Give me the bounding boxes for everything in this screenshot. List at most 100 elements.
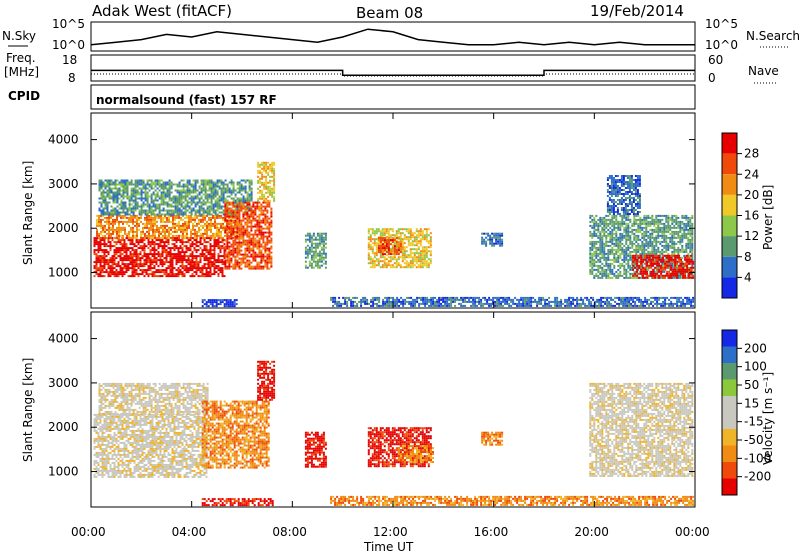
heatmap-cell xyxy=(105,214,107,216)
heatmap-cell xyxy=(154,271,156,273)
heatmap-cell xyxy=(305,249,307,251)
heatmap-cell xyxy=(128,217,130,219)
heatmap-cell xyxy=(191,186,193,188)
heatmap-cell xyxy=(111,196,113,198)
heatmap-cell xyxy=(623,255,625,257)
heatmap-cell xyxy=(170,233,172,235)
heatmap-cell xyxy=(213,208,215,210)
heatmap-cell xyxy=(256,202,258,204)
heatmap-cell xyxy=(238,240,240,242)
heatmap-cell xyxy=(424,250,426,252)
heatmap-cell xyxy=(264,210,266,212)
heatmap-cell xyxy=(145,188,147,190)
heatmap-cell xyxy=(201,180,203,182)
heatmap-cell xyxy=(627,245,629,247)
heatmap-cell xyxy=(185,184,187,186)
heatmap-cell xyxy=(110,227,112,229)
heatmap-cell xyxy=(368,230,370,232)
heatmap-cell xyxy=(240,226,242,228)
heatmap-cell xyxy=(161,194,163,196)
heatmap-cell xyxy=(388,264,390,266)
heatmap-cell xyxy=(152,261,154,263)
heatmap-cell xyxy=(589,249,591,251)
heatmap-cell xyxy=(368,258,370,260)
heatmap-cell xyxy=(260,258,262,260)
heatmap-cell xyxy=(232,248,234,250)
heatmap-cell xyxy=(169,194,171,196)
heatmap-cell xyxy=(176,241,178,243)
heatmap-cell xyxy=(166,259,168,261)
heatmap-cell xyxy=(248,220,250,222)
heatmap-cell xyxy=(162,219,164,221)
heatmap-cell xyxy=(108,271,110,273)
heatmap-cell xyxy=(619,267,621,269)
heatmap-cell xyxy=(98,267,100,269)
heatmap-cell xyxy=(615,215,617,217)
heatmap-cell xyxy=(229,196,231,198)
heatmap-cell xyxy=(611,241,613,243)
heatmap-cell xyxy=(605,257,607,259)
heatmap-cell xyxy=(148,265,150,267)
heatmap-cell xyxy=(653,221,655,223)
heatmap-cell xyxy=(501,245,503,247)
heatmap-cell xyxy=(208,249,210,251)
heatmap-cell xyxy=(262,236,264,238)
heatmap-cell xyxy=(249,198,251,200)
heatmap-cell xyxy=(258,216,260,218)
heatmap-cell xyxy=(119,194,121,196)
heatmap-cell xyxy=(428,264,430,266)
heatmap-cell xyxy=(651,231,653,233)
heatmap-cell xyxy=(145,204,147,206)
heatmap-cell xyxy=(609,263,611,265)
heatmap-cell xyxy=(106,221,108,223)
heatmap-cell xyxy=(113,184,115,186)
heatmap-cell xyxy=(119,188,121,190)
heatmap-cell xyxy=(152,221,154,223)
heatmap-cell xyxy=(410,230,412,232)
heatmap-cell xyxy=(317,265,319,267)
heatmap-cell xyxy=(179,182,181,184)
heatmap-cell xyxy=(311,265,313,267)
heatmap-cell xyxy=(232,250,234,252)
heatmap-cell xyxy=(631,241,633,243)
heatmap-cell xyxy=(158,229,160,231)
heatmap-cell xyxy=(619,273,621,275)
heatmap-cell xyxy=(228,248,230,250)
heatmap-cell xyxy=(220,225,222,227)
heatmap-cell xyxy=(188,261,190,263)
heatmap-cell xyxy=(130,253,132,255)
heatmap-cell xyxy=(228,222,230,224)
heatmap-cell xyxy=(202,255,204,257)
heatmap-cell xyxy=(176,259,178,261)
heatmap-cell xyxy=(142,247,144,249)
heatmap-cell xyxy=(168,253,170,255)
heatmap-cell xyxy=(589,255,591,257)
heatmap-cell xyxy=(266,216,268,218)
heatmap-cell xyxy=(388,256,390,258)
heatmap-cell xyxy=(611,269,613,271)
noise-left-tick-bottom: 10^0 xyxy=(52,38,85,52)
heatmap-cell xyxy=(233,190,235,192)
heatmap-cell xyxy=(120,241,122,243)
heatmap-cell xyxy=(215,184,217,186)
heatmap-cell xyxy=(98,233,100,235)
heatmap-cell xyxy=(122,275,124,277)
heatmap-cell xyxy=(168,231,170,233)
heatmap-cell xyxy=(665,237,667,239)
heatmap-cell xyxy=(655,237,657,239)
heatmap-cell xyxy=(164,247,166,249)
heatmap-cell xyxy=(627,263,629,265)
heatmap-cell xyxy=(394,234,396,236)
heatmap-cell xyxy=(420,260,422,262)
heatmap-cell xyxy=(112,231,114,233)
heatmap-cell xyxy=(240,206,242,208)
heatmap-cell xyxy=(197,202,199,204)
heatmap-cell xyxy=(611,243,613,245)
heatmap-cell xyxy=(182,229,184,231)
heatmap-cell xyxy=(657,233,659,235)
heatmap-cell xyxy=(110,267,112,269)
heatmap-cell xyxy=(260,220,262,222)
heatmap-cell xyxy=(152,235,154,237)
heatmap-cell xyxy=(248,242,250,244)
heatmap-cell xyxy=(151,186,153,188)
